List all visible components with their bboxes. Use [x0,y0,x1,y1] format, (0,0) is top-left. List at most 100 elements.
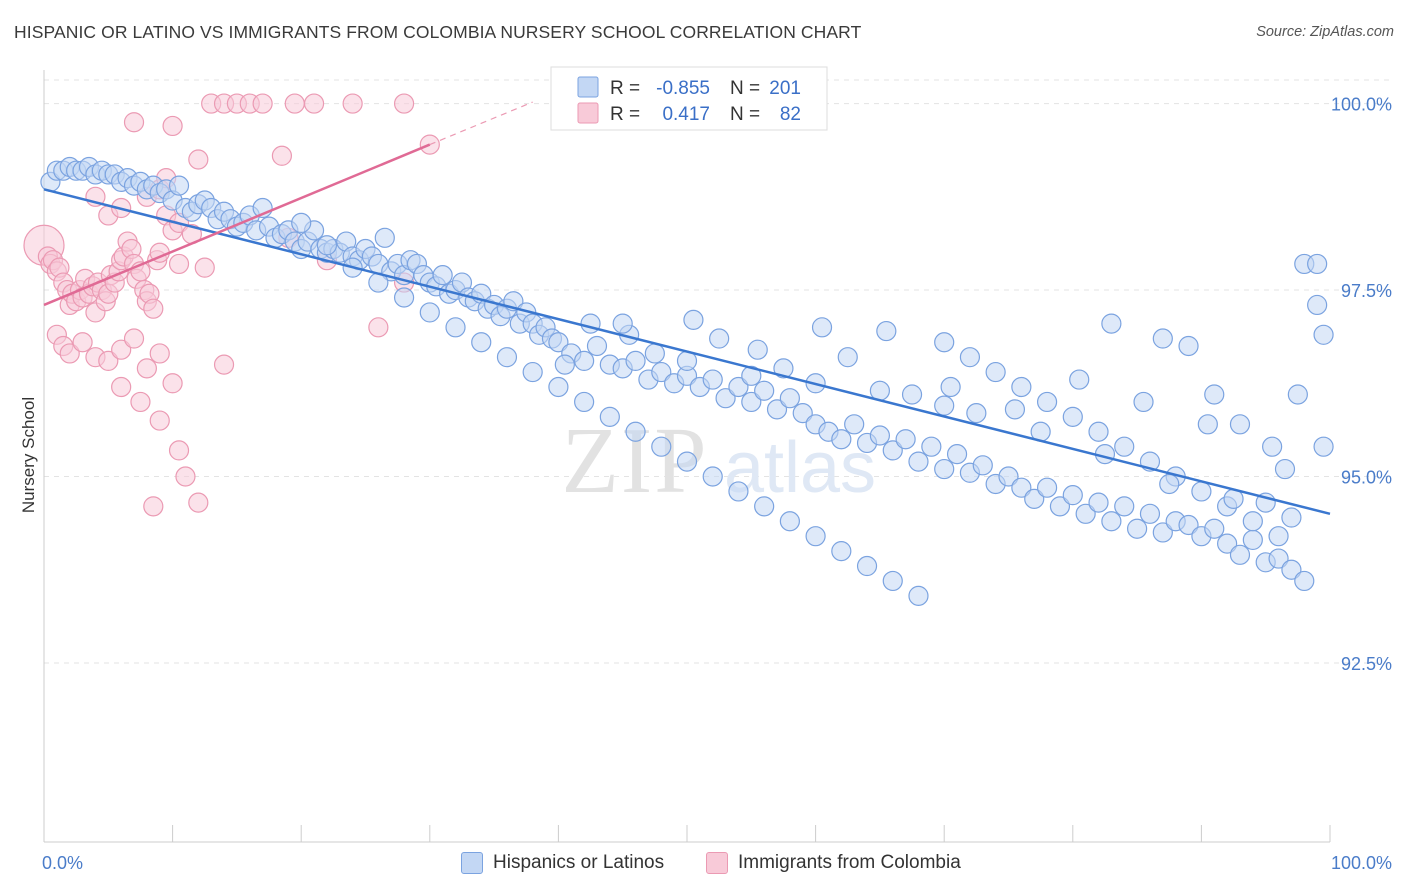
legend-swatch-blue [577,76,599,98]
hispanic-point [676,451,698,472]
colombia-trend-extension [429,101,533,146]
colombia-point [284,93,305,114]
colombia-point [368,317,389,338]
colombia-point [149,343,170,364]
hispanic-point [934,458,955,480]
y-axis-label: Nursery School [19,397,38,513]
legend-label-hispanics: Hispanics or Latinos [493,852,665,873]
legend-label-colombia: Immigrants from Colombia [738,852,961,873]
hispanic-point [1101,511,1122,532]
hispanic-point [374,227,395,248]
hispanic-point [715,388,736,409]
hispanic-point [1204,518,1225,539]
hispanic-point [792,403,813,424]
pink-r-label: R = [610,104,640,125]
hispanic-point [1217,533,1238,554]
hispanic-point [1191,481,1212,502]
hispanic-point [779,511,800,532]
hispanic-point [985,361,1006,383]
colombia-point [168,253,190,275]
axes [43,70,1331,843]
hispanic-point [1178,335,1199,357]
hispanic-point [895,429,916,450]
colombia-point [98,350,119,371]
hispanic-points [40,156,1334,606]
hispanic-point [471,332,492,353]
hispanic-point [882,440,903,461]
source-credit: Source: ZipAtlas.com [1256,24,1394,40]
hispanic-point [1313,436,1334,457]
hispanic-point [574,391,595,413]
hispanic-point [1069,369,1090,390]
hispanic-point [393,287,415,308]
colombia-point [111,339,132,360]
hispanic-point [741,365,762,386]
y-tick-label: 100.0% [1331,95,1392,115]
colombia-point [123,112,145,133]
hispanic-point [831,541,852,562]
hispanic-point [291,212,312,234]
hispanic-point [831,429,852,450]
hispanic-point [1274,458,1296,480]
hispanic-point [1294,570,1315,592]
hispanic-point [844,414,865,435]
hispanic-point [1114,436,1135,457]
pink-r-value: 0.417 [662,104,710,125]
hispanic-point [856,555,878,577]
colombia-point [271,145,293,166]
hispanic-point [702,369,723,390]
blue-r-label: R = [610,78,640,99]
hispanic-point [580,313,601,334]
hispanic-point [741,391,762,413]
hispanic-point [766,399,788,420]
hispanic-point [1197,414,1218,435]
colombia-point [213,354,235,375]
hispanic-point [966,403,987,424]
hispanic-point [1049,496,1071,517]
hispanic-point [1004,399,1026,420]
trend-lines [43,101,1331,516]
hispanic-point [754,496,775,517]
hispanic-point [599,406,620,427]
hispanic-point [959,347,981,368]
hispanic-point [1062,406,1083,427]
hispanic-point [1229,414,1251,435]
colombia-point [175,466,196,487]
hispanic-point [651,436,672,457]
hispanic-point [612,313,633,334]
hispanic-point [702,466,723,487]
hispanic-point [946,444,968,465]
colombia-point [123,328,145,349]
hispanic-point [1152,328,1173,349]
colombia-trend-line [43,143,431,307]
hispanic-point [1011,477,1032,498]
hispanic-point [1178,514,1199,536]
hispanic-point [908,585,929,606]
hispanic-point [1268,548,1289,569]
pink-n-label: N = [730,104,760,125]
tick-labels: 100.0% 97.5% 95.0% 92.5% 0.0% 100.0% [42,95,1392,873]
hispanic-point [316,235,338,256]
hispanic-point [625,421,646,442]
x-tick-label-end: 100.0% [1331,853,1392,873]
colombia-point [194,257,215,278]
pink-n-value: 82 [780,104,801,125]
hispanic-point [1307,294,1328,316]
legend-item-colombia: Immigrants from Colombia [706,852,961,874]
hispanic-point [1159,473,1180,495]
legend-swatch-hispanics [461,852,483,874]
colombia-point [162,115,183,137]
legend-swatch-pink [577,102,599,124]
legend-swatch-colombia [706,852,728,874]
hispanic-point [554,354,575,375]
hispanic-point [754,380,775,401]
hispanic-point [1139,503,1161,524]
hispanic-point [651,361,672,383]
hispanic-point [901,384,923,405]
hispanic-point [921,436,942,457]
hispanic-point [1204,384,1225,405]
colombia-point [168,440,190,461]
hispanic-point [625,350,646,371]
colombia-point [111,376,132,398]
